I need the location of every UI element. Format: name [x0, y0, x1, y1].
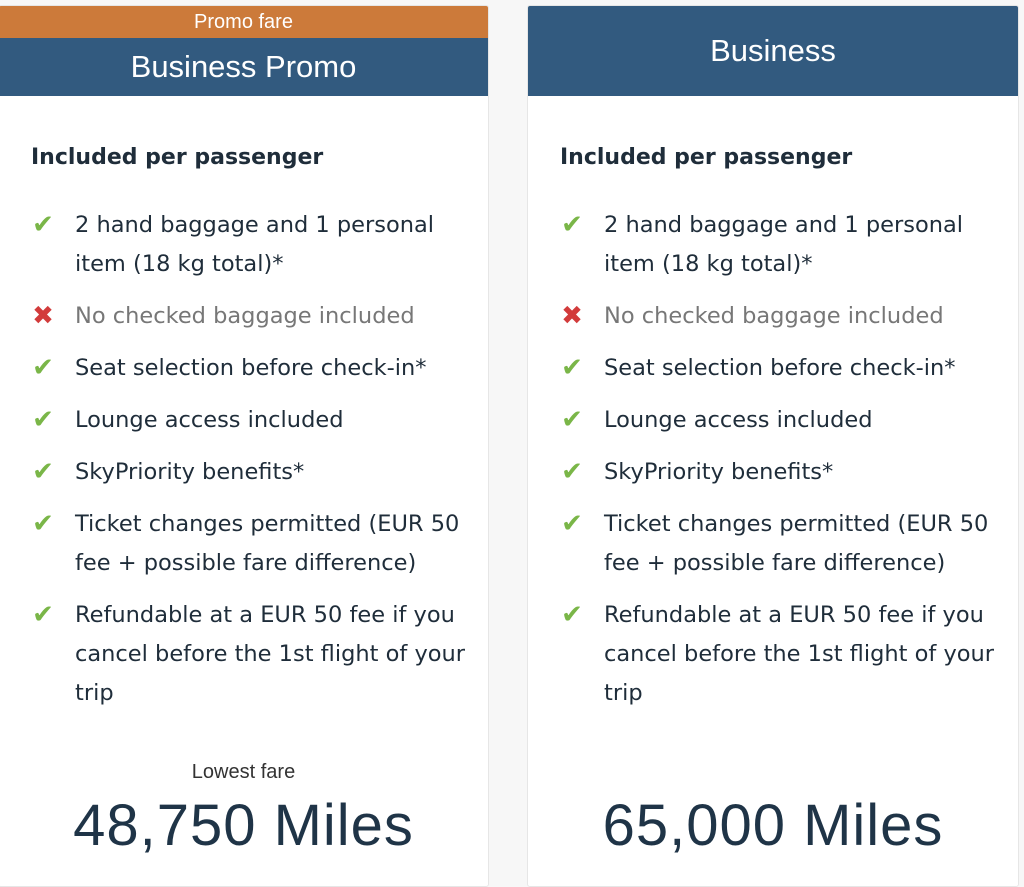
cross-icon: ✖	[561, 301, 583, 331]
benefit-item: ✔ Ticket changes permitted (EUR 50 fee + …	[29, 505, 469, 583]
benefit-item: ✔ Lounge access included	[29, 401, 469, 440]
check-icon: ✔	[32, 457, 54, 487]
benefit-item: ✔ SkyPriority benefits*	[29, 453, 469, 492]
fare-card-business[interactable]: Business Included per passenger ✔ 2 hand …	[527, 5, 1019, 887]
lowest-fare-label: Lowest fare	[191, 761, 296, 783]
check-icon: ✔	[32, 509, 54, 539]
promo-fare-badge: Promo fare	[0, 6, 488, 38]
benefit-text: Lounge access included	[75, 407, 344, 433]
benefit-item: ✖ No checked baggage included	[29, 297, 469, 336]
benefit-list: ✔ 2 hand baggage and 1 personal item (18 …	[558, 206, 998, 726]
benefit-item: ✔ Ticket changes permitted (EUR 50 fee + …	[558, 505, 998, 583]
benefit-text: Seat selection before check-in*	[604, 355, 956, 381]
benefit-item: ✔ Seat selection before check-in*	[29, 349, 469, 388]
benefit-text: No checked baggage included	[75, 303, 415, 329]
benefit-text: Ticket changes permitted (EUR 50 fee + p…	[75, 511, 460, 576]
check-icon: ✔	[32, 210, 54, 240]
benefit-item: ✔ Refundable at a EUR 50 fee if you cance…	[558, 596, 998, 713]
benefit-text: SkyPriority benefits*	[75, 459, 305, 485]
check-icon: ✔	[32, 405, 54, 435]
cross-icon: ✖	[32, 301, 54, 331]
check-icon: ✔	[561, 353, 583, 383]
benefit-item: ✔ Lounge access included	[558, 401, 998, 440]
included-heading: Included per passenger	[31, 145, 324, 170]
fare-card-business-promo[interactable]: Promo fare Business Promo Included per p…	[0, 5, 489, 887]
benefit-item: ✖ No checked baggage included	[558, 297, 998, 336]
benefit-item: ✔ 2 hand baggage and 1 personal item (18 …	[29, 206, 469, 284]
benefit-text: Lounge access included	[604, 407, 873, 433]
check-icon: ✔	[561, 457, 583, 487]
benefit-text: Refundable at a EUR 50 fee if you cancel…	[604, 602, 995, 706]
check-icon: ✔	[561, 405, 583, 435]
benefit-item: ✔ 2 hand baggage and 1 personal item (18 …	[558, 206, 998, 284]
benefit-item: ✔ Refundable at a EUR 50 fee if you cance…	[29, 596, 469, 713]
included-heading: Included per passenger	[560, 145, 853, 170]
benefit-text: Ticket changes permitted (EUR 50 fee + p…	[604, 511, 989, 576]
benefit-text: Refundable at a EUR 50 fee if you cancel…	[75, 602, 466, 706]
benefit-text: Seat selection before check-in*	[75, 355, 427, 381]
benefit-text: SkyPriority benefits*	[604, 459, 834, 485]
benefit-item: ✔ SkyPriority benefits*	[558, 453, 998, 492]
check-icon: ✔	[561, 509, 583, 539]
fare-title: Business	[528, 6, 1018, 96]
check-icon: ✔	[32, 353, 54, 383]
benefit-text: 2 hand baggage and 1 personal item (18 k…	[604, 212, 964, 277]
check-icon: ✔	[561, 210, 583, 240]
check-icon: ✔	[561, 600, 583, 630]
fare-price: 65,000 Miles	[602, 793, 944, 858]
benefit-list: ✔ 2 hand baggage and 1 personal item (18 …	[29, 206, 469, 726]
benefit-text: No checked baggage included	[604, 303, 944, 329]
benefit-text: 2 hand baggage and 1 personal item (18 k…	[75, 212, 435, 277]
benefit-item: ✔ Seat selection before check-in*	[558, 349, 998, 388]
check-icon: ✔	[32, 600, 54, 630]
fare-price: 48,750 Miles	[73, 793, 414, 858]
fare-title: Business Promo	[0, 38, 488, 96]
